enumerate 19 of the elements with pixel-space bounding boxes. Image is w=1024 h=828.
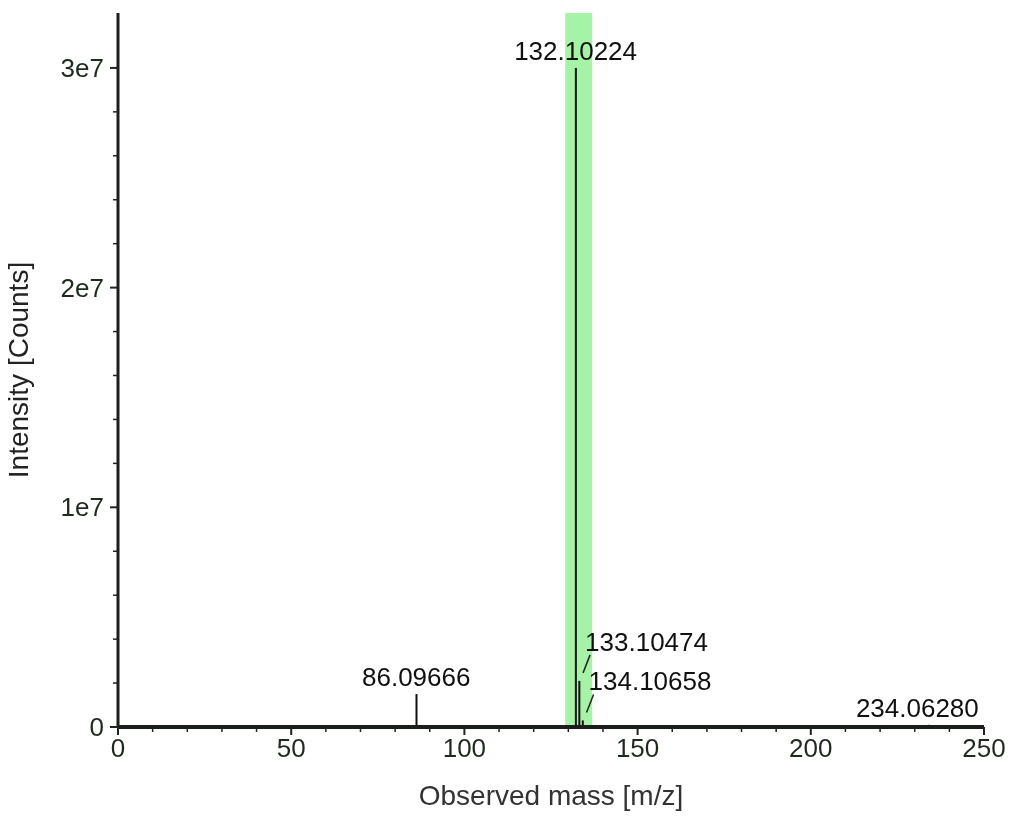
x-tick-label: 150 — [615, 733, 660, 763]
annotation: 132.10224 — [514, 35, 638, 66]
y-axis-title: Intensity [Counts] — [2, 261, 34, 479]
x-axis-title: Observed mass [m/z] — [418, 780, 684, 811]
annotation: 86.09666 — [362, 662, 471, 693]
annotation: 134.10658 — [588, 666, 712, 697]
y-tick-label: 2e7 — [60, 272, 104, 303]
annotation: 234.06280 — [855, 692, 979, 723]
x-tick-label: 0 — [110, 733, 126, 763]
bar — [574, 67, 577, 727]
y-tick-label: 3e7 — [60, 52, 104, 83]
annotation: 133.10474 — [585, 626, 708, 657]
x-tick-label: 250 — [962, 733, 1006, 763]
x-tick-label: 50 — [276, 733, 306, 763]
y-tick-label: 0 — [89, 712, 104, 742]
x-tick-label: 200 — [789, 733, 833, 763]
bar — [415, 694, 418, 727]
x-tick-label: 100 — [442, 733, 487, 763]
y-tick-label: 1e7 — [60, 492, 104, 523]
